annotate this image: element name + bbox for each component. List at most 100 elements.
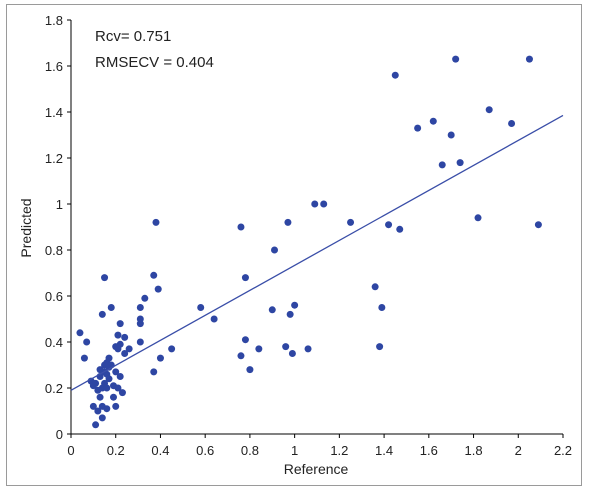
x-tick-label: 2: [515, 443, 522, 458]
x-tick-label: 1.4: [375, 443, 393, 458]
data-point: [255, 345, 263, 353]
data-point: [83, 338, 91, 346]
data-point: [391, 71, 399, 79]
data-point: [241, 336, 249, 344]
data-point: [92, 379, 100, 387]
x-axis: 0 0.2 0.4 0.6 0.8 1 1.2 1.4 1.6 1.8 2 2.2: [67, 433, 572, 458]
x-tick-label: 1.2: [330, 443, 348, 458]
x-tick-label: 0.4: [151, 443, 169, 458]
data-point: [141, 294, 149, 302]
x-tick-label: 1.6: [420, 443, 438, 458]
data-point: [246, 366, 254, 374]
data-point: [378, 304, 386, 311]
data-point: [291, 301, 299, 309]
data-point: [114, 384, 122, 392]
data-point: [112, 402, 120, 410]
data-point: [98, 414, 106, 422]
data-point: [396, 225, 404, 233]
data-point: [112, 368, 120, 376]
data-point: [96, 393, 104, 401]
data-point: [456, 159, 464, 167]
x-tick-label: 1.8: [465, 443, 483, 458]
data-point: [288, 350, 296, 357]
data-point: [156, 354, 164, 362]
y-tick-label: 1.8: [45, 13, 63, 28]
y-tick-label: 0.8: [45, 243, 63, 258]
data-point: [525, 55, 533, 63]
data-point: [210, 315, 218, 323]
data-point: [241, 274, 249, 282]
data-point: [452, 55, 460, 63]
data-point: [105, 354, 113, 362]
y-tick-label: 0: [56, 427, 63, 442]
rmsecv-annotation: RMSECV = 0.404: [95, 54, 214, 71]
data-point: [76, 329, 84, 337]
data-point: [136, 304, 144, 311]
data-point: [116, 320, 124, 328]
x-tick-label: 0: [67, 443, 74, 458]
y-tick-label: 1.4: [45, 105, 63, 120]
data-point: [286, 310, 294, 318]
data-point: [168, 345, 176, 353]
data-point: [347, 218, 355, 226]
data-point: [125, 345, 133, 353]
data-point: [136, 320, 144, 328]
data-point: [109, 393, 117, 401]
data-point: [103, 384, 111, 392]
data-point: [237, 223, 245, 231]
data-point: [271, 246, 279, 254]
data-point: [116, 373, 124, 380]
y-tick-label: 1.2: [45, 151, 63, 166]
y-tick-label: 1.6: [45, 59, 63, 74]
data-point: [282, 343, 290, 351]
data-point: [534, 221, 542, 229]
data-point: [105, 375, 113, 383]
y-tick-label: 0.2: [45, 381, 63, 396]
x-tick-label: 0.6: [196, 443, 214, 458]
data-point: [154, 285, 162, 293]
data-point: [371, 283, 379, 291]
data-point: [268, 306, 276, 314]
data-point: [150, 271, 158, 279]
data-point: [197, 304, 205, 311]
data-point: [311, 200, 319, 208]
data-point: [121, 333, 129, 341]
data-point: [114, 331, 122, 339]
data-point: [304, 345, 312, 353]
data-point: [474, 214, 482, 222]
data-point: [150, 368, 158, 376]
data-point: [103, 405, 111, 413]
rcv-annotation: Rcv= 0.751: [95, 28, 171, 45]
data-point: [447, 131, 455, 139]
x-tick-label: 0.8: [241, 443, 259, 458]
data-point: [116, 340, 124, 348]
x-tick-label: 1: [291, 443, 298, 458]
y-axis: 0 0.2 0.4 0.6 0.8 1 1.2 1.4 1.6 1.8: [45, 13, 72, 442]
x-axis-title: Reference: [284, 461, 349, 477]
data-point: [94, 407, 102, 415]
data-point: [121, 350, 129, 357]
data-point: [92, 421, 100, 429]
regression-line: [70, 114, 564, 391]
data-point: [508, 120, 516, 127]
data-point: [89, 402, 97, 410]
data-point: [320, 200, 328, 208]
x-tick-label: 2.2: [554, 443, 572, 458]
data-points: [76, 55, 542, 429]
data-point: [136, 338, 144, 346]
data-point: [80, 354, 88, 362]
y-tick-label: 1: [56, 197, 63, 212]
data-point: [237, 352, 245, 360]
data-point: [284, 218, 292, 226]
data-point: [438, 161, 446, 169]
data-point: [101, 274, 109, 282]
data-point: [385, 221, 393, 229]
data-point: [118, 389, 126, 397]
x-tick-label: 0.2: [107, 443, 125, 458]
data-point: [376, 343, 384, 351]
y-tick-label: 0.4: [45, 335, 63, 350]
data-point: [485, 106, 493, 114]
data-point: [152, 218, 160, 226]
data-point: [107, 304, 115, 311]
data-point: [429, 117, 437, 125]
